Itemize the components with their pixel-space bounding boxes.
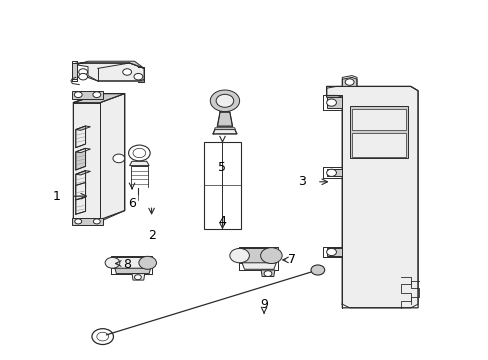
Polygon shape	[76, 63, 144, 81]
Circle shape	[260, 248, 282, 264]
Circle shape	[79, 69, 87, 75]
Polygon shape	[100, 94, 124, 221]
Polygon shape	[76, 126, 85, 148]
Polygon shape	[242, 263, 276, 269]
Text: 6: 6	[128, 197, 136, 210]
Circle shape	[326, 248, 336, 256]
Bar	[349, 106, 407, 158]
Polygon shape	[212, 130, 237, 134]
Circle shape	[134, 275, 141, 280]
Polygon shape	[326, 97, 342, 108]
Polygon shape	[72, 63, 77, 79]
Circle shape	[93, 219, 100, 224]
Polygon shape	[72, 91, 102, 99]
Polygon shape	[112, 257, 149, 268]
Polygon shape	[217, 112, 232, 126]
Circle shape	[210, 90, 239, 112]
Polygon shape	[326, 248, 342, 256]
Text: 8: 8	[123, 258, 131, 271]
Polygon shape	[326, 86, 417, 308]
Polygon shape	[115, 268, 150, 274]
Circle shape	[93, 92, 101, 98]
Polygon shape	[261, 270, 274, 276]
Polygon shape	[76, 171, 90, 175]
Circle shape	[216, 94, 233, 107]
Circle shape	[229, 248, 249, 263]
Text: 1: 1	[52, 190, 60, 203]
Circle shape	[75, 219, 81, 224]
Text: 2: 2	[147, 229, 155, 242]
Text: 7: 7	[288, 253, 296, 266]
Polygon shape	[72, 218, 102, 225]
Bar	[204, 142, 241, 229]
Circle shape	[264, 271, 271, 276]
Polygon shape	[76, 197, 85, 214]
Polygon shape	[76, 126, 90, 130]
Text: 3: 3	[298, 175, 305, 188]
Circle shape	[345, 79, 353, 85]
Polygon shape	[342, 77, 356, 86]
Polygon shape	[132, 274, 144, 280]
Polygon shape	[129, 161, 149, 166]
Circle shape	[139, 256, 156, 269]
Circle shape	[105, 257, 120, 268]
Circle shape	[326, 99, 336, 106]
Text: 4: 4	[218, 215, 226, 228]
Polygon shape	[73, 103, 100, 220]
Circle shape	[310, 265, 324, 275]
Polygon shape	[73, 94, 124, 103]
Polygon shape	[76, 148, 90, 153]
Polygon shape	[76, 183, 85, 200]
Circle shape	[122, 69, 131, 75]
Polygon shape	[239, 248, 273, 263]
Bar	[351, 109, 405, 130]
Circle shape	[74, 92, 82, 98]
Text: 5: 5	[218, 161, 226, 174]
Circle shape	[326, 169, 336, 176]
Polygon shape	[76, 171, 85, 192]
Circle shape	[79, 73, 87, 80]
Circle shape	[134, 73, 142, 80]
Bar	[351, 133, 405, 157]
Text: 9: 9	[260, 298, 267, 311]
Circle shape	[113, 154, 124, 163]
Polygon shape	[326, 169, 342, 176]
Polygon shape	[76, 61, 144, 68]
Polygon shape	[76, 148, 85, 170]
